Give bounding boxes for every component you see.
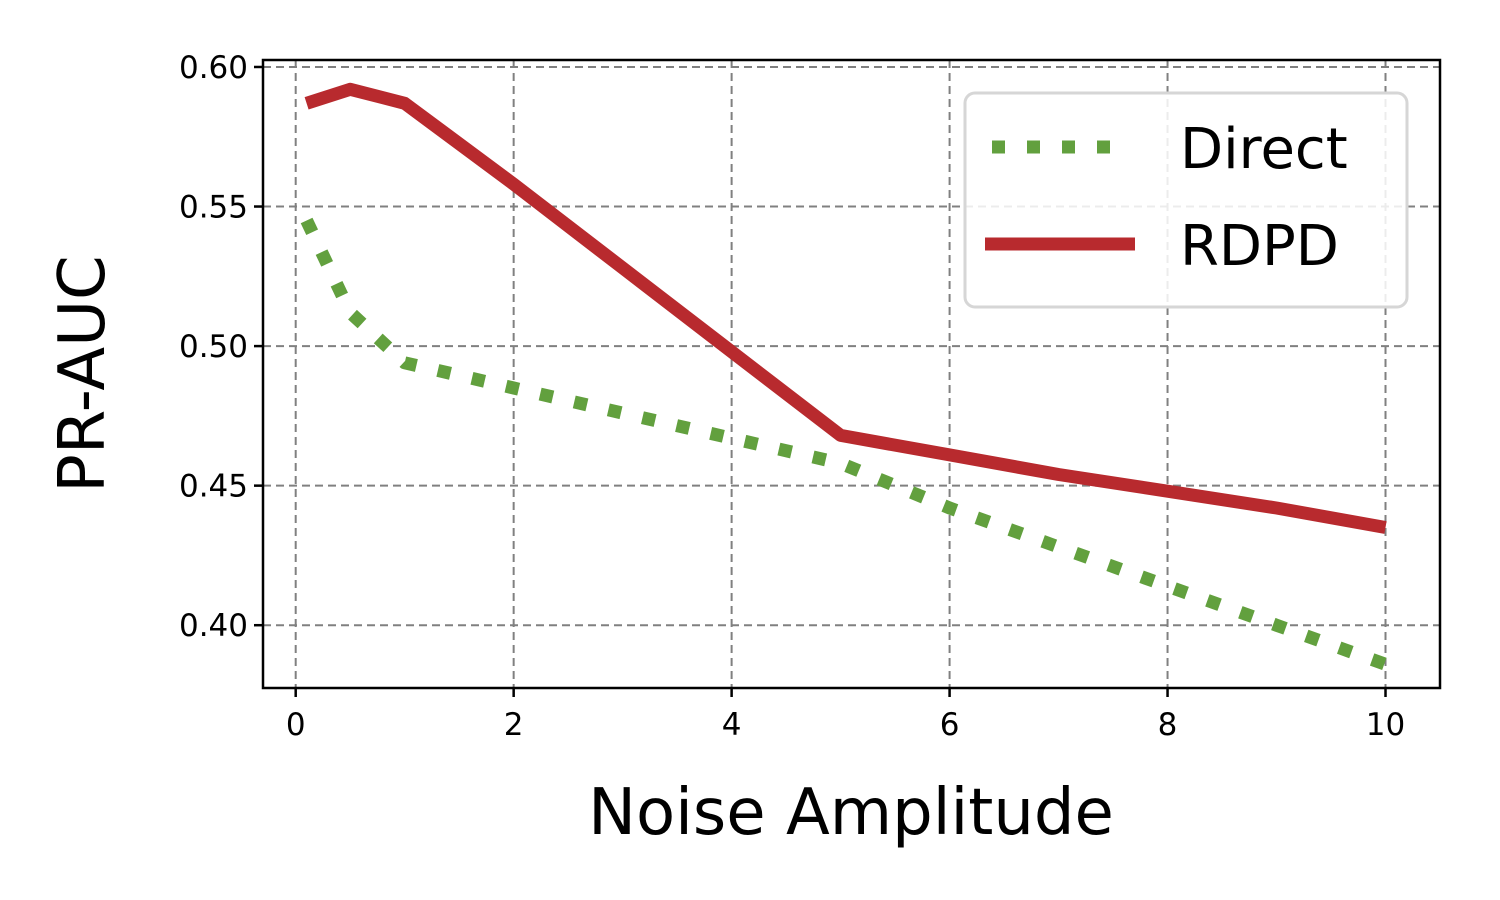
y-tick-label: 0.40 (179, 608, 248, 644)
x-tick-label: 2 (504, 707, 524, 743)
legend-label-rdpd: RDPD (1180, 214, 1339, 279)
y-axis-title: PR-AUC (46, 255, 120, 492)
series-lines (300, 82, 1388, 671)
x-axis-title: Noise Amplitude (588, 776, 1114, 850)
legend-label-direct: Direct (1180, 117, 1348, 182)
plot-frame (261, 58, 1442, 690)
axis-ticks: 0 2 4 6 8 10 0.40 0.45 0.50 0.55 0.60 (179, 50, 1405, 743)
y-tick-label: 0.60 (179, 50, 248, 86)
series-line-rdpd (304, 82, 1387, 534)
legend-box (963, 91, 1409, 309)
y-tick-label: 0.45 (179, 469, 248, 505)
x-tick-label: 8 (1158, 707, 1178, 743)
y-tick-label: 0.50 (179, 329, 248, 365)
legend: Direct RDPD (963, 91, 1409, 309)
x-tick-label: 0 (286, 707, 306, 743)
x-tick-label: 6 (940, 707, 960, 743)
x-tick-label: 10 (1366, 707, 1405, 743)
series-line-direct (300, 217, 1388, 671)
x-tick-label: 4 (722, 707, 742, 743)
y-tick-label: 0.55 (179, 190, 248, 226)
